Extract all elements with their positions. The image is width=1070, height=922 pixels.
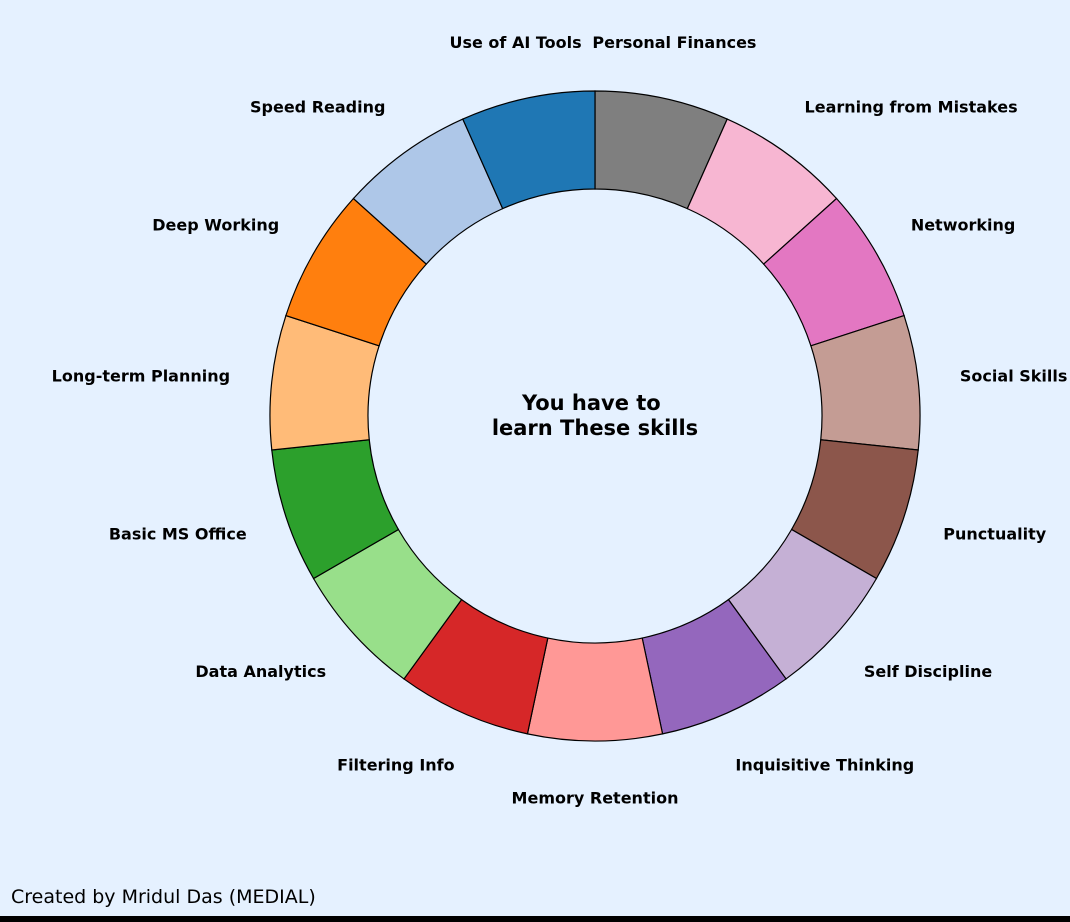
bottom-border <box>0 916 1070 922</box>
label-basic-ms-office: Basic MS Office <box>109 525 247 544</box>
center-line-2: learn These skills <box>492 416 698 440</box>
label-memory-retention: Memory Retention <box>512 789 679 808</box>
label-social-skills: Social Skills <box>960 367 1067 386</box>
center-title: You have to learn These skills <box>492 391 698 440</box>
credit-text: Created by Mridul Das (MEDIAL) <box>11 886 316 908</box>
label-self-discipline: Self Discipline <box>864 662 992 681</box>
label-networking: Networking <box>911 216 1016 235</box>
label-filtering-info: Filtering Info <box>337 755 454 774</box>
slice-labels: Personal Finances Learning from Mistakes N… <box>52 33 1068 808</box>
donut-slices <box>269 90 921 742</box>
label-personal-finances: Personal Finances <box>592 33 756 52</box>
label-use-of-ai-tools: Use of AI Tools <box>449 33 581 52</box>
slice-memory-retention <box>526 637 664 742</box>
label-deep-working: Deep Working <box>152 216 279 235</box>
label-learning-from-mistakes: Learning from Mistakes <box>805 97 1018 116</box>
slice-use-of-ai-tools <box>462 90 596 210</box>
label-punctuality: Punctuality <box>943 525 1046 544</box>
label-speed-reading: Speed Reading <box>250 97 385 116</box>
label-inquisitive-thinking: Inquisitive Thinking <box>735 755 914 774</box>
label-data-analytics: Data Analytics <box>195 662 326 681</box>
center-line-1: You have to <box>521 391 661 415</box>
label-long-term-planning: Long-term Planning <box>52 367 230 386</box>
